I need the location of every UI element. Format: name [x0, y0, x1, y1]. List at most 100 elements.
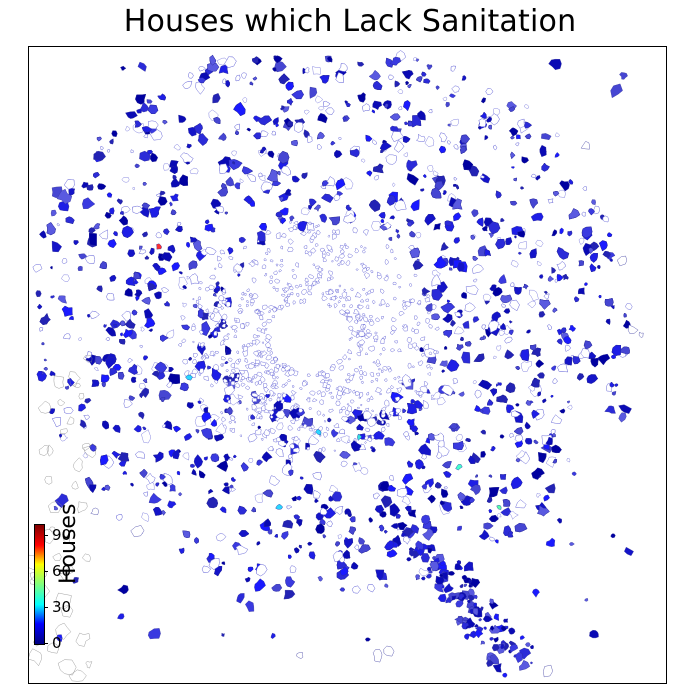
tract-polygon	[242, 97, 248, 103]
tract-polygon	[198, 397, 205, 403]
tract-polygon	[494, 539, 499, 544]
tract-polygon	[576, 373, 585, 381]
tract-polygon	[160, 397, 166, 403]
tract-polygon	[446, 140, 451, 145]
tract-polygon	[433, 350, 438, 355]
tract-polygon	[244, 292, 247, 296]
tract-polygon	[83, 414, 90, 420]
tract-polygon	[436, 397, 446, 406]
tract-polygon	[251, 392, 259, 398]
tract-polygon	[478, 118, 487, 127]
tract-polygon	[294, 284, 300, 289]
tract-polygon	[440, 241, 449, 251]
tract-polygon	[256, 563, 268, 577]
tract-polygon	[318, 448, 322, 453]
tract-polygon	[275, 288, 279, 292]
tract-polygon	[242, 344, 245, 347]
tract-polygon	[379, 353, 382, 356]
tract-polygon	[246, 407, 249, 411]
tract-polygon	[310, 424, 315, 430]
tract-polygon	[435, 85, 440, 91]
tract-polygon	[149, 152, 159, 163]
tract-polygon	[623, 313, 627, 318]
tract-polygon	[484, 248, 491, 257]
tract-polygon	[178, 174, 189, 186]
tract-polygon	[225, 383, 229, 386]
tract-polygon	[82, 197, 96, 209]
tract-polygon	[236, 593, 245, 604]
tract-polygon	[344, 538, 354, 549]
tract-polygon	[183, 433, 193, 442]
tract-polygon	[393, 140, 405, 153]
tract-polygon	[213, 330, 218, 336]
tract-polygon	[321, 250, 326, 255]
tract-polygon	[254, 381, 259, 386]
tract-polygon	[141, 429, 151, 444]
tract-polygon	[520, 361, 532, 372]
tract-polygon	[365, 292, 369, 296]
tract-polygon	[551, 365, 557, 371]
tract-polygon	[275, 422, 284, 431]
tract-polygon	[195, 81, 205, 95]
tract-polygon	[96, 285, 103, 293]
tract-polygon	[351, 585, 361, 594]
tract-polygon	[525, 400, 532, 406]
tract-polygon	[368, 199, 381, 212]
tract-polygon	[398, 415, 402, 421]
tract-polygon	[193, 454, 204, 469]
tract-polygon	[545, 537, 556, 547]
tract-polygon	[96, 136, 102, 142]
tract-polygon	[320, 507, 328, 515]
tract-polygon	[564, 356, 573, 366]
tract-polygon	[492, 663, 502, 673]
tract-polygon	[274, 385, 279, 390]
tract-polygon	[398, 310, 405, 317]
tract-polygon	[101, 381, 106, 388]
tract-polygon	[358, 537, 366, 545]
tract-polygon	[254, 359, 261, 365]
tract-polygon	[396, 387, 403, 393]
tract-polygon	[101, 486, 106, 491]
tract-polygon	[395, 228, 400, 234]
tract-polygon	[102, 420, 110, 430]
tract-polygon	[627, 324, 639, 334]
tract-polygon	[598, 294, 602, 299]
tract-polygon	[322, 257, 327, 262]
tract-polygon	[44, 475, 53, 485]
tract-polygon	[496, 383, 500, 387]
tract-polygon	[545, 436, 553, 446]
tract-polygon	[331, 260, 334, 263]
tract-polygon	[346, 403, 350, 406]
tract-polygon	[101, 374, 110, 383]
tract-polygon	[242, 345, 248, 352]
tract-polygon	[328, 495, 334, 502]
tract-polygon	[384, 540, 396, 551]
tract-polygon	[442, 96, 448, 101]
map-title: Houses which Lack Sanitation	[123, 4, 577, 39]
tract-polygon	[37, 400, 52, 414]
tract-polygon	[272, 307, 277, 313]
tract-polygon	[517, 118, 525, 129]
tract-polygon	[425, 318, 430, 324]
tract-polygon	[272, 67, 277, 72]
tract-polygon	[93, 150, 106, 161]
tract-polygon	[390, 523, 399, 529]
tract-polygon	[483, 626, 487, 630]
tract-polygon	[307, 230, 312, 234]
tract-polygon	[547, 324, 552, 331]
tract-polygon	[51, 240, 62, 253]
tract-polygon	[68, 371, 81, 387]
tract-polygon	[292, 447, 300, 454]
tract-polygon	[157, 93, 167, 101]
tract-polygon	[289, 565, 297, 574]
tract-polygon	[417, 360, 424, 366]
tract-polygon	[274, 417, 280, 423]
tract-polygon	[510, 282, 515, 287]
tract-polygon	[198, 66, 206, 72]
tract-polygon	[349, 516, 356, 523]
tract-polygon	[208, 552, 215, 560]
tract-polygon	[186, 241, 191, 248]
tract-polygon	[478, 618, 483, 622]
tract-polygon	[428, 569, 433, 574]
tract-polygon	[301, 289, 308, 296]
